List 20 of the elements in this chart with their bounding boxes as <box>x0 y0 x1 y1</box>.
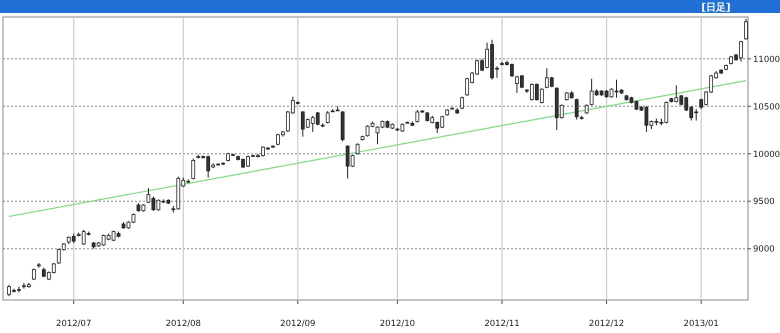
candlestick <box>32 268 36 281</box>
candlestick <box>460 96 464 110</box>
y-tick-label: 9500 <box>753 197 775 208</box>
x-tick-label: 2012/09 <box>280 319 316 329</box>
y-tick-label: 10000 <box>753 150 780 160</box>
candlestick <box>326 110 330 124</box>
candlestick <box>356 142 360 156</box>
y-tick-label: 10500 <box>753 102 780 112</box>
candlestick <box>574 98 579 120</box>
candlestick <box>584 104 589 114</box>
x-tick-label: 2013/01 <box>684 319 719 329</box>
y-tick-label: 11000 <box>753 54 780 65</box>
x-tick-label: 2012/12 <box>588 319 624 329</box>
x-tick-label: 2012/07 <box>56 319 92 329</box>
chart-title: [日足] <box>701 2 731 14</box>
x-tick-label: 2012/10 <box>380 319 416 329</box>
x-tick-label: 2012/08 <box>166 319 201 329</box>
x-tick-label: 2012/11 <box>484 319 520 329</box>
candlestick <box>191 158 196 180</box>
y-tick-label: 9000 <box>753 244 775 255</box>
